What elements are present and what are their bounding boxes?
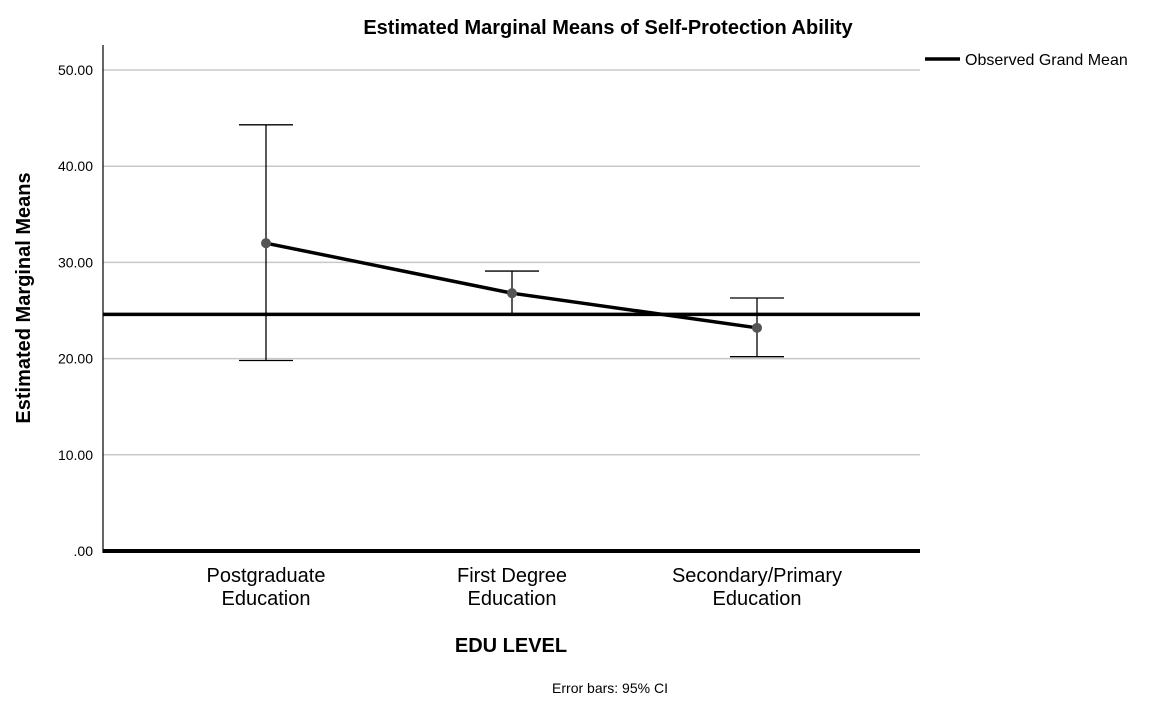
legend-label-grand-mean: Observed Grand Mean: [965, 52, 1128, 69]
x-tick-label: First Degree: [457, 565, 567, 587]
x-tick-label: Education: [468, 588, 557, 610]
data-point: [507, 288, 517, 299]
y-tick-label: 30.00: [58, 254, 93, 270]
y-tick-label: 10.00: [58, 447, 93, 463]
error-bars-note: Error bars: 95% CI: [552, 680, 668, 696]
plot-area: .00 10.00 20.00 30.00 40.00 50.00 Postgraduate…: [58, 45, 920, 610]
x-tick-label: Secondary/Primary: [672, 565, 842, 587]
y-axis-label: Estimated Marginal Means: [13, 172, 35, 423]
x-tick-label: Education: [222, 588, 311, 610]
x-tick-label: Postgraduate: [207, 565, 326, 587]
data-point: [261, 238, 271, 249]
x-tick-label: Education: [713, 588, 802, 610]
chart-title: Estimated Marginal Means of Self-Protect…: [363, 17, 853, 39]
legend: Observed Grand Mean: [925, 52, 1128, 69]
x-axis-label: EDU LEVEL: [455, 635, 567, 657]
y-tick-label: 20.00: [58, 351, 93, 367]
data-point: [752, 322, 762, 333]
y-tick-label: 50.00: [58, 62, 93, 78]
y-tick-label: 40.00: [58, 158, 93, 174]
y-tick-label: .00: [74, 543, 94, 559]
